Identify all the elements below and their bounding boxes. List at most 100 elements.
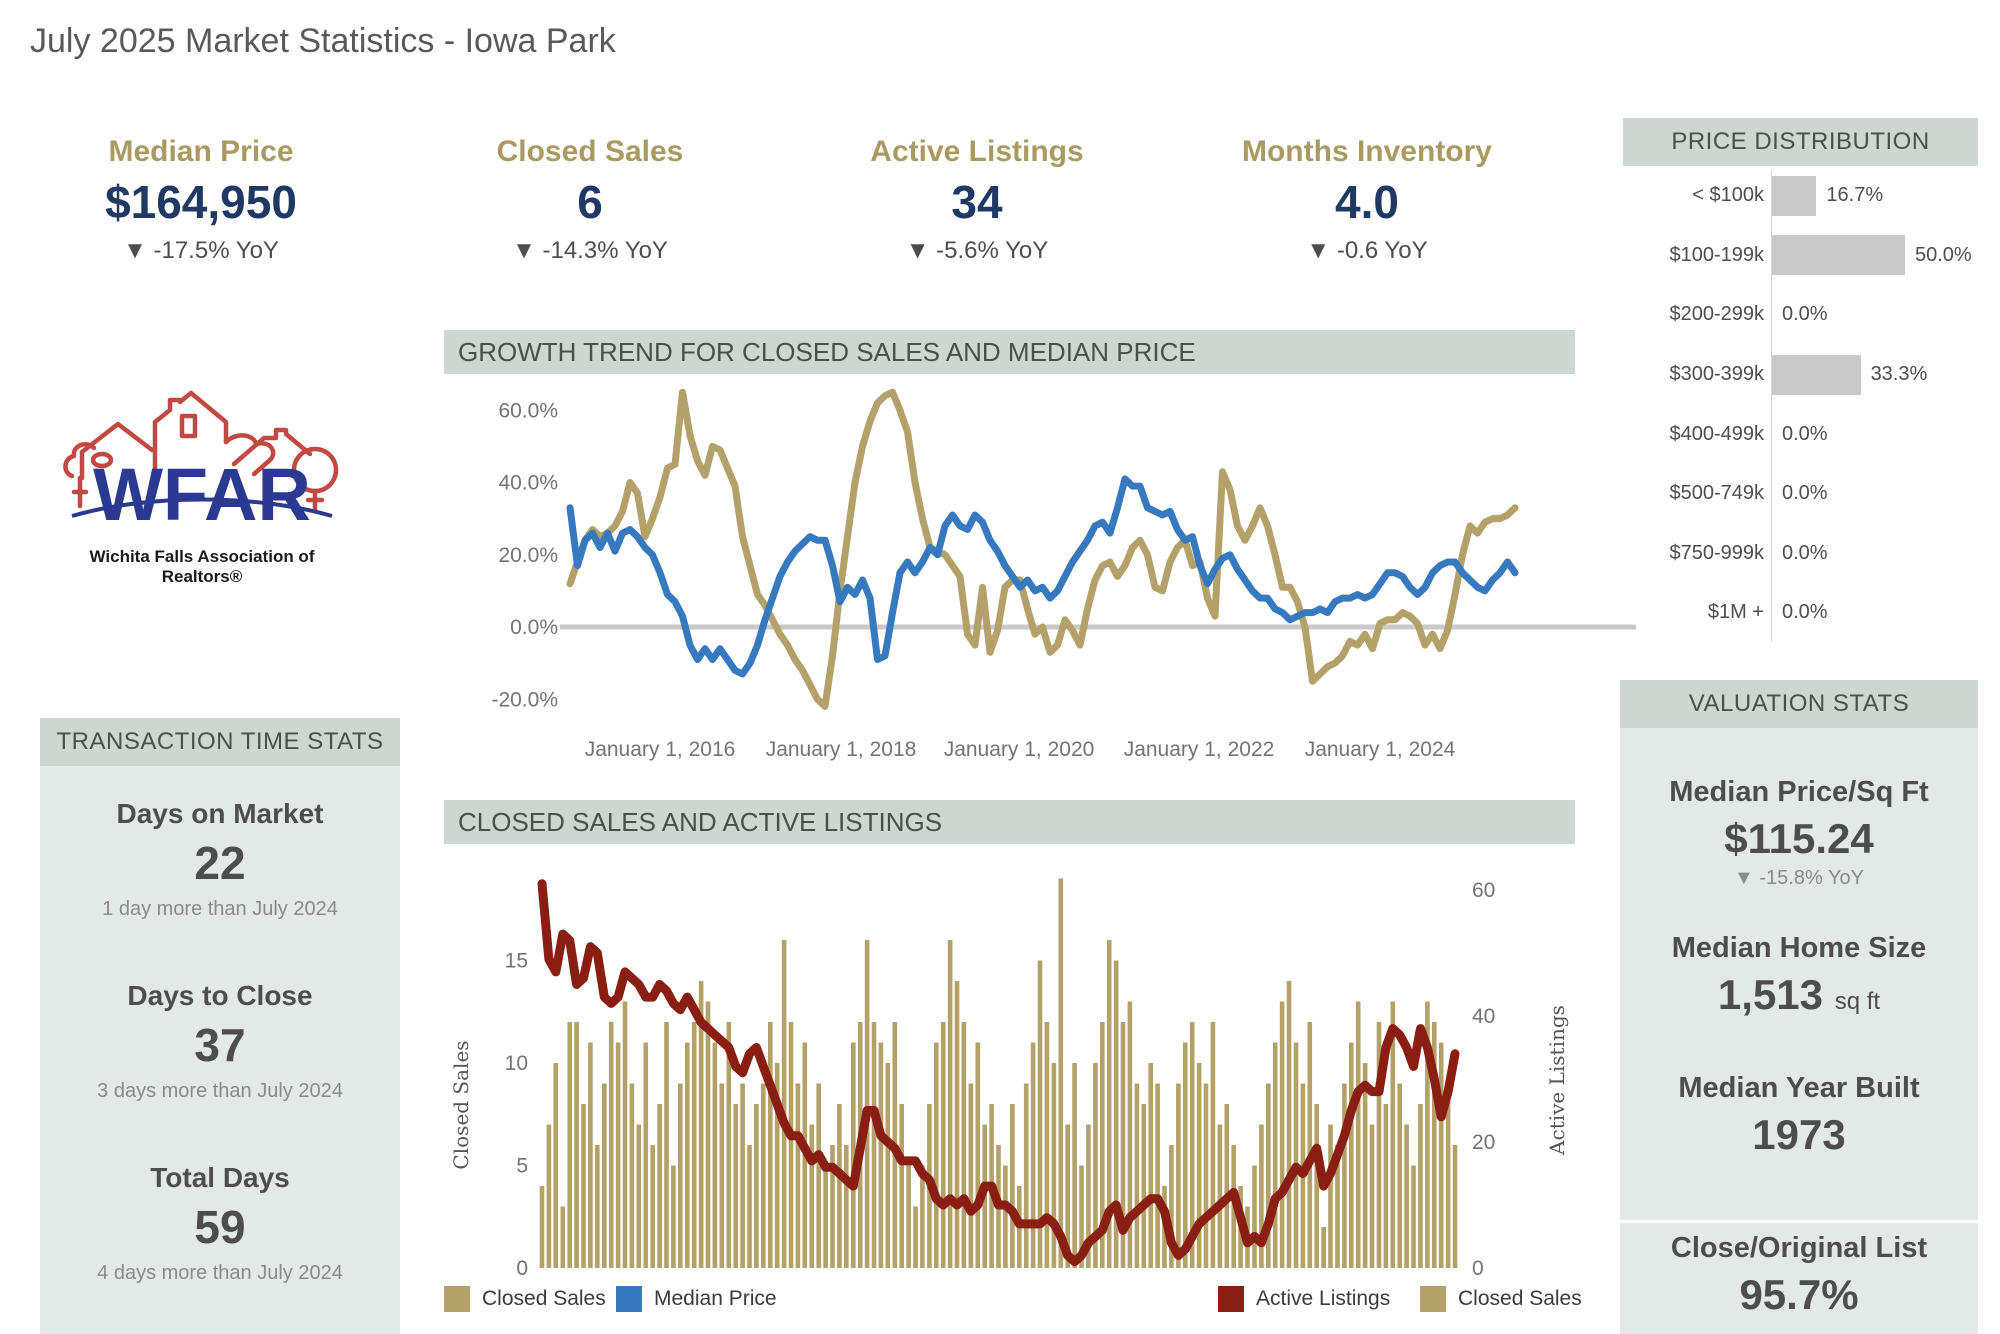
price-distribution-row: $400-499k 0.0% bbox=[1620, 404, 1978, 464]
kpi-value: 34 bbox=[951, 176, 1003, 228]
left-axis-title: Closed Sales bbox=[449, 1040, 473, 1169]
closed-sales-bar bbox=[719, 1083, 725, 1268]
closed-sales-bar bbox=[823, 1165, 828, 1268]
closed-sales-bar bbox=[1120, 1022, 1126, 1268]
closed-sales-bar bbox=[691, 1022, 697, 1268]
sales-listings-title: CLOSED SALES AND ACTIVE LISTINGS bbox=[444, 800, 1575, 844]
closed-sales-bar bbox=[740, 1083, 745, 1268]
legend-closed-sales: Closed Sales bbox=[1420, 1286, 1582, 1312]
closed-sales-bar bbox=[581, 1104, 586, 1268]
y-tick-label: 0.0% bbox=[510, 616, 558, 639]
closed-sales-bar bbox=[1362, 1063, 1368, 1268]
price-bucket-bar bbox=[1772, 175, 1817, 216]
page-title: July 2025 Market Statistics - Iowa Park bbox=[30, 22, 616, 60]
blue-swatch bbox=[616, 1286, 642, 1312]
val-label: Close/Original List bbox=[1670, 1232, 1928, 1264]
sales-listings-chart: 0 5 10 15 0 20 40 60 Closed Sales Active Listings bbox=[449, 878, 1569, 1280]
closed-sales-bar bbox=[1383, 1104, 1389, 1268]
closed-sales-bar bbox=[871, 1022, 877, 1268]
closed-sales-bar bbox=[1113, 960, 1119, 1268]
y-tick-label: 60.0% bbox=[498, 399, 558, 422]
price-bucket-label: $500-749k bbox=[1669, 482, 1764, 505]
closed-sales-bar bbox=[899, 1104, 904, 1268]
closed-sales-bar bbox=[705, 1001, 711, 1268]
closed-sales-bar bbox=[712, 1042, 718, 1268]
price-bucket-label: $200-299k bbox=[1669, 303, 1764, 326]
right-tick-label: 60 bbox=[1472, 879, 1495, 902]
valuation-stats-panel: VALUATION STATS Median Price/Sq Ft $115.2… bbox=[1620, 680, 1978, 1334]
kpi-label: Months Inventory bbox=[1241, 135, 1492, 168]
closed-sales-bar bbox=[539, 1186, 545, 1268]
price-bucket-value: 50.0% bbox=[1915, 243, 1972, 266]
closed-sales-bar bbox=[698, 981, 704, 1268]
closed-sales-bar bbox=[1003, 1165, 1008, 1268]
closed-sales-bar bbox=[1390, 1001, 1396, 1268]
growth-trend-chart: 60.0% 40.0% 20.0% 0.0% -20.0% January 1, 2016… bbox=[491, 388, 1636, 761]
price-distribution-row: < $100k 16.7% bbox=[1620, 166, 1978, 226]
stat-label: Days to Close bbox=[127, 980, 313, 1011]
price-bucket-label: < $100k bbox=[1692, 184, 1764, 207]
closed-sales-bar bbox=[975, 1042, 981, 1268]
val-value: $115.24 bbox=[1724, 815, 1874, 862]
closed-sales-bar bbox=[574, 1022, 579, 1268]
kpi-value: 6 bbox=[577, 176, 603, 228]
closed-sales-bar bbox=[567, 1022, 572, 1268]
legend-active-listings: Active Listings bbox=[1218, 1286, 1390, 1312]
closed-sales-bar bbox=[588, 1042, 593, 1268]
closed-sales-bar bbox=[622, 1001, 628, 1268]
closed-sales-bar bbox=[1134, 1083, 1140, 1268]
kpi-active-listings: Active Listings 34 ▼ -5.6% YoY bbox=[792, 135, 1162, 265]
closed-sales-bar bbox=[844, 1145, 849, 1268]
x-tick-label: January 1, 2016 bbox=[585, 738, 736, 761]
logo-caption: Wichita Falls Association of Realtors® bbox=[89, 547, 315, 586]
growth-trend-title: GROWTH TREND FOR CLOSED SALES AND MEDIAN… bbox=[444, 330, 1575, 374]
closed-sales-bar bbox=[1432, 1022, 1437, 1268]
closed-sales-bar bbox=[851, 1042, 856, 1268]
price-distribution-axis bbox=[1771, 170, 1772, 642]
stat-label: Days on Market bbox=[116, 798, 324, 829]
closed-sales-bar bbox=[1259, 1124, 1264, 1268]
closed-sales-bar bbox=[1093, 1063, 1098, 1268]
legend-label: Closed Sales bbox=[1458, 1287, 1582, 1310]
kpi-value: 4.0 bbox=[1335, 176, 1399, 228]
closed-sales-bar bbox=[768, 1022, 773, 1268]
stat-value: 22 bbox=[194, 837, 246, 889]
closed-sales-bar bbox=[1169, 1145, 1174, 1268]
closed-sales-bar bbox=[1286, 981, 1292, 1268]
closed-sales-bar bbox=[685, 1042, 690, 1268]
closed-sales-bar bbox=[671, 1165, 676, 1268]
closed-sales-bar bbox=[1127, 1001, 1133, 1268]
closed-sales-bar bbox=[781, 940, 787, 1268]
x-tick-label: January 1, 2024 bbox=[1305, 738, 1456, 761]
closed-sales-bar bbox=[1037, 960, 1043, 1268]
legend-label: Closed Sales bbox=[482, 1287, 606, 1310]
closed-sales-bar bbox=[1189, 1022, 1195, 1268]
val-value: 95.7% bbox=[1739, 1271, 1859, 1318]
val-close-original-list: Close/Original List 95.7% bbox=[1620, 1232, 1978, 1319]
closed-sales-bar bbox=[1217, 1124, 1223, 1268]
right-tick-label: 40 bbox=[1472, 1005, 1495, 1028]
closed-sales-bar bbox=[747, 1145, 752, 1268]
closed-sales-bar bbox=[920, 1165, 925, 1268]
closed-sales-bar bbox=[1376, 1022, 1382, 1268]
closed-sales-bar bbox=[878, 1042, 884, 1268]
valuation-stats-header: VALUATION STATS bbox=[1620, 680, 1978, 728]
closed-sales-bar bbox=[1252, 1165, 1257, 1268]
closed-sales-bar bbox=[940, 1022, 946, 1268]
left-tick-label: 10 bbox=[505, 1052, 528, 1075]
price-distribution-row: $750-999k 0.0% bbox=[1620, 524, 1978, 584]
closed-sales-bar bbox=[657, 1104, 662, 1268]
closed-sales-bar bbox=[1279, 1001, 1285, 1268]
closed-sales-bar bbox=[1148, 1063, 1153, 1268]
closed-sales-bar bbox=[553, 1063, 559, 1268]
closed-sales-bar bbox=[733, 1104, 738, 1268]
x-tick-label: January 1, 2018 bbox=[766, 738, 917, 761]
kpi-label: Median Price bbox=[108, 135, 294, 168]
kpi-value: $164,950 bbox=[105, 176, 297, 228]
closed-sales-bar bbox=[761, 1083, 766, 1268]
stat-note: 3 days more than July 2024 bbox=[97, 1080, 343, 1102]
closed-sales-bar bbox=[1065, 1124, 1070, 1268]
closed-sales-bar bbox=[636, 1124, 642, 1268]
stat-days-to-close: Days to Close 37 3 days more than July 202… bbox=[40, 980, 400, 1103]
